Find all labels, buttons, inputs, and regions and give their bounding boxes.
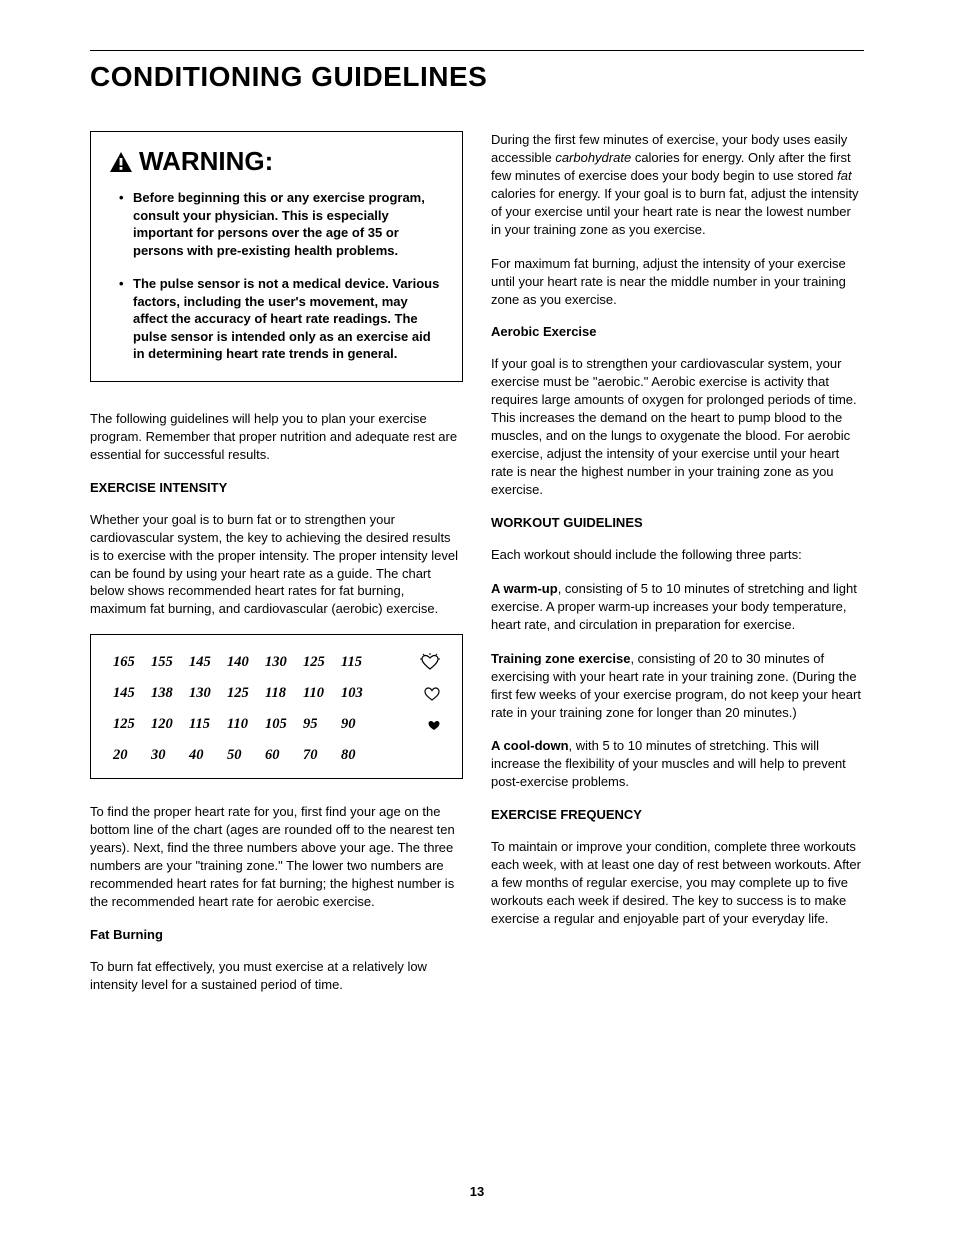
chart-cell: 105 [265, 716, 303, 733]
chart-cell: 145 [113, 685, 151, 702]
chart-cell: 95 [303, 716, 341, 733]
paragraph-intensity: Whether your goal is to burn fat or to s… [90, 511, 463, 619]
top-rule [90, 50, 864, 51]
paragraph-workout-intro: Each workout should include the followin… [491, 546, 864, 564]
left-column: WARNING: Before beginning this or any ex… [90, 131, 463, 1010]
chart-cell: 125 [113, 716, 151, 733]
chart-cell: 50 [227, 747, 265, 764]
paragraph-frequency: To maintain or improve your condition, c… [491, 838, 864, 928]
chart-cell: 125 [227, 685, 265, 702]
chart-row-max-fat: 145 138 130 125 118 110 103 [113, 685, 444, 702]
chart-cell: 110 [227, 716, 265, 733]
chart-cell: 125 [303, 654, 341, 671]
chart-cell: 115 [189, 716, 227, 733]
right-column: During the first few minutes of exercise… [491, 131, 864, 1010]
paragraph-cooldown: A cool-down, with 5 to 10 minutes of str… [491, 737, 864, 791]
heading-aerobic: Aerobic Exercise [491, 324, 864, 339]
chart-row-age: 20 30 40 50 60 70 80 [113, 747, 444, 764]
chart-cell: 118 [265, 685, 303, 702]
heading-workout-guidelines: WORKOUT GUIDELINES [491, 515, 864, 530]
chart-cell: 165 [113, 654, 151, 671]
chart-cell: 140 [227, 654, 265, 671]
chart-cell: 155 [151, 654, 189, 671]
chart-cell: 130 [265, 654, 303, 671]
chart-cell: 40 [189, 747, 227, 764]
chart-cell: 20 [113, 747, 151, 764]
chart-cell: 115 [341, 654, 379, 671]
italic-fat: fat [837, 168, 851, 183]
chart-cell: 60 [265, 747, 303, 764]
page-number: 13 [0, 1184, 954, 1199]
warning-title: WARNING: [109, 146, 444, 177]
chart-row-aerobic: 165 155 145 140 130 125 115 [113, 653, 444, 671]
warning-item: The pulse sensor is not a medical device… [123, 275, 444, 363]
chart-cell: 120 [151, 716, 189, 733]
heart-outline-rays-icon [420, 653, 440, 671]
heart-solid-icon [428, 720, 440, 731]
chart-cell: 70 [303, 747, 341, 764]
heart-rate-chart: 165 155 145 140 130 125 115 [90, 634, 463, 779]
heading-frequency: EXERCISE FREQUENCY [491, 807, 864, 822]
paragraph-warmup: A warm-up, consisting of 5 to 10 minutes… [491, 580, 864, 634]
paragraph-max-fat: For maximum fat burning, adjust the inte… [491, 255, 864, 309]
paragraph-fat-burning: To burn fat effectively, you must exerci… [90, 958, 463, 994]
heading-exercise-intensity: EXERCISE INTENSITY [90, 480, 463, 495]
label-training-zone: Training zone exercise [491, 651, 630, 666]
heart-outline-icon [424, 687, 440, 701]
paragraph-chart-explain: To find the proper heart rate for you, f… [90, 803, 463, 911]
chart-icon-cell [379, 685, 444, 702]
chart-cell: 145 [189, 654, 227, 671]
chart-cell: 90 [341, 716, 379, 733]
paragraph-during: During the first few minutes of exercise… [491, 131, 864, 239]
chart-cell: 80 [341, 747, 379, 764]
label-cooldown: A cool-down [491, 738, 569, 753]
italic-carbohydrate: carbohydrate [555, 150, 631, 165]
paragraph-aerobic: If your goal is to strengthen your cardi… [491, 355, 864, 499]
label-warmup: A warm-up [491, 581, 558, 596]
chart-cell: 103 [341, 685, 379, 702]
chart-icon-cell [379, 716, 444, 733]
intro-paragraph: The following guidelines will help you t… [90, 410, 463, 464]
heading-fat-burning: Fat Burning [90, 927, 463, 942]
content-columns: WARNING: Before beginning this or any ex… [90, 131, 864, 1010]
paragraph-training-zone: Training zone exercise, consisting of 20… [491, 650, 864, 722]
chart-row-fat: 125 120 115 110 105 95 90 [113, 716, 444, 733]
warning-icon [109, 151, 133, 173]
warning-box: WARNING: Before beginning this or any ex… [90, 131, 463, 382]
chart-cell: 130 [189, 685, 227, 702]
chart-icon-cell [379, 653, 444, 671]
chart-cell: 138 [151, 685, 189, 702]
chart-cell: 110 [303, 685, 341, 702]
warning-item: Before beginning this or any exercise pr… [123, 189, 444, 259]
warning-label: WARNING: [139, 146, 273, 177]
page-title: CONDITIONING GUIDELINES [90, 61, 864, 93]
chart-cell: 30 [151, 747, 189, 764]
warning-list: Before beginning this or any exercise pr… [109, 189, 444, 363]
